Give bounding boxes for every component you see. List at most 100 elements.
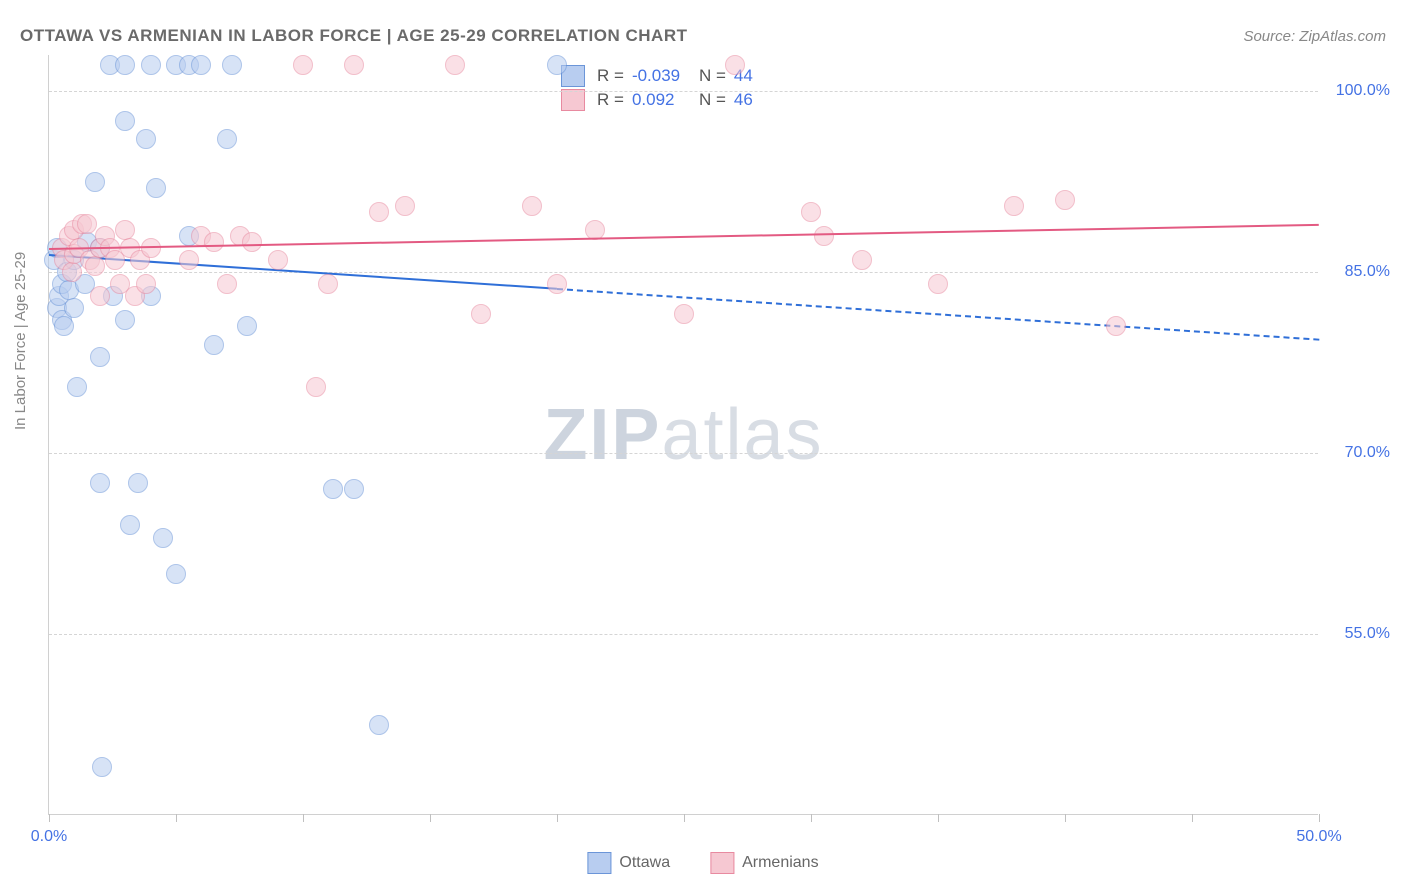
- data-point: [369, 715, 389, 735]
- r-value: 0.092: [632, 90, 687, 110]
- data-point: [318, 274, 338, 294]
- data-point: [725, 55, 745, 75]
- data-point: [204, 232, 224, 252]
- data-point: [136, 274, 156, 294]
- x-tick: [1319, 814, 1320, 822]
- x-tick: [1192, 814, 1193, 822]
- data-point: [268, 250, 288, 270]
- data-point: [928, 274, 948, 294]
- data-point: [674, 304, 694, 324]
- n-value: 46: [734, 90, 789, 110]
- x-tick: [430, 814, 431, 822]
- data-point: [115, 220, 135, 240]
- r-value: -0.039: [632, 66, 687, 86]
- data-point: [217, 274, 237, 294]
- data-point: [801, 202, 821, 222]
- data-point: [217, 129, 237, 149]
- gridline: [49, 634, 1318, 635]
- x-tick: [176, 814, 177, 822]
- data-point: [85, 172, 105, 192]
- legend-label: Ottawa: [619, 854, 670, 872]
- data-point: [136, 129, 156, 149]
- data-point: [323, 479, 343, 499]
- data-point: [191, 55, 211, 75]
- x-tick-label: 0.0%: [31, 828, 67, 846]
- watermark: ZIPatlas: [543, 394, 823, 476]
- data-point: [547, 55, 567, 75]
- data-point: [471, 304, 491, 324]
- data-point: [120, 515, 140, 535]
- stats-row: R =-0.039N =44: [561, 65, 789, 87]
- data-point: [64, 298, 84, 318]
- x-tick: [303, 814, 304, 822]
- gridline: [49, 272, 1318, 273]
- x-tick: [557, 814, 558, 822]
- data-point: [90, 286, 110, 306]
- gridline: [49, 453, 1318, 454]
- data-point: [77, 214, 97, 234]
- data-point: [344, 479, 364, 499]
- data-point: [153, 528, 173, 548]
- data-point: [115, 111, 135, 131]
- plot-area: ZIPatlas R =-0.039N =44R =0.092N =46 55.…: [48, 55, 1318, 815]
- x-tick-label: 50.0%: [1296, 828, 1341, 846]
- data-point: [146, 178, 166, 198]
- data-point: [222, 55, 242, 75]
- x-tick: [811, 814, 812, 822]
- chart-title: OTTAWA VS ARMENIAN IN LABOR FORCE | AGE …: [20, 26, 687, 46]
- legend-label: Armenians: [742, 854, 818, 872]
- data-point: [369, 202, 389, 222]
- data-point: [115, 310, 135, 330]
- y-tick-label: 55.0%: [1330, 625, 1390, 643]
- x-tick: [1065, 814, 1066, 822]
- data-point: [166, 564, 186, 584]
- y-tick-label: 100.0%: [1330, 82, 1390, 100]
- chart-container: OTTAWA VS ARMENIAN IN LABOR FORCE | AGE …: [0, 0, 1406, 892]
- y-tick-label: 85.0%: [1330, 263, 1390, 281]
- data-point: [128, 473, 148, 493]
- r-label: R =: [597, 90, 624, 110]
- series-legend: Ottawa Armenians: [587, 852, 818, 874]
- trend-line: [557, 288, 1319, 341]
- data-point: [852, 250, 872, 270]
- y-axis-label: In Labor Force | Age 25-29: [12, 252, 29, 430]
- source-attribution: Source: ZipAtlas.com: [1243, 28, 1386, 45]
- correlation-stats-box: R =-0.039N =44R =0.092N =46: [549, 57, 801, 119]
- data-point: [90, 347, 110, 367]
- data-point: [115, 55, 135, 75]
- x-tick: [684, 814, 685, 822]
- data-point: [90, 473, 110, 493]
- legend-item: Armenians: [710, 852, 818, 874]
- legend-swatch: [710, 852, 734, 874]
- x-tick: [938, 814, 939, 822]
- data-point: [1055, 190, 1075, 210]
- data-point: [395, 196, 415, 216]
- r-label: R =: [597, 66, 624, 86]
- data-point: [54, 316, 74, 336]
- gridline: [49, 91, 1318, 92]
- data-point: [237, 316, 257, 336]
- data-point: [522, 196, 542, 216]
- data-point: [344, 55, 364, 75]
- legend-swatch: [587, 852, 611, 874]
- x-tick: [49, 814, 50, 822]
- data-point: [1004, 196, 1024, 216]
- data-point: [445, 55, 465, 75]
- data-point: [204, 335, 224, 355]
- legend-item: Ottawa: [587, 852, 670, 874]
- n-label: N =: [699, 66, 726, 86]
- data-point: [62, 262, 82, 282]
- data-point: [814, 226, 834, 246]
- data-point: [306, 377, 326, 397]
- data-point: [547, 274, 567, 294]
- n-label: N =: [699, 90, 726, 110]
- data-point: [293, 55, 313, 75]
- data-point: [85, 256, 105, 276]
- data-point: [242, 232, 262, 252]
- data-point: [179, 250, 199, 270]
- stats-row: R = 0.092 N = 46: [561, 89, 789, 111]
- data-point: [1106, 316, 1126, 336]
- data-point: [141, 55, 161, 75]
- data-point: [92, 757, 112, 777]
- legend-swatch: [561, 89, 585, 111]
